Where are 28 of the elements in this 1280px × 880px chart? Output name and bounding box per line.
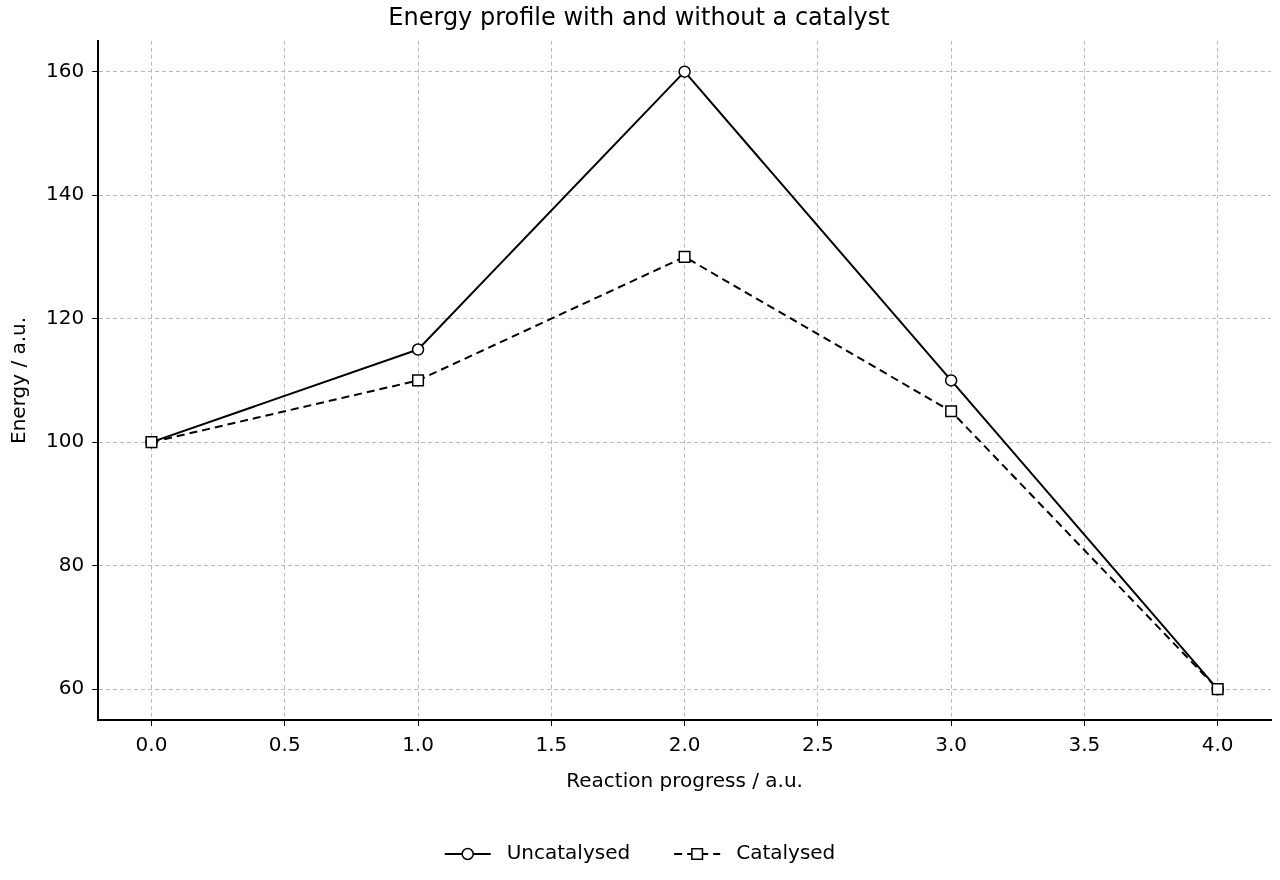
x-tick-label: 2.5 [801, 732, 834, 757]
point [678, 65, 691, 78]
point [411, 343, 425, 356]
x-axis-title: Reaction progress / a.u. [566, 768, 803, 793]
y-axis-title: Energy / a.u. [6, 316, 31, 444]
x-tick-label: 1.5 [535, 732, 568, 757]
point [945, 405, 958, 418]
y-tick-label: 80 [58, 551, 85, 576]
x-tick-label: 4.0 [1201, 732, 1234, 757]
x-tick-label: 0.5 [268, 732, 301, 757]
point [1211, 683, 1224, 696]
x-tick-label: 2.0 [668, 732, 701, 757]
x-tick-label: 1.0 [402, 732, 434, 757]
x-tick-label: 3.5 [1068, 732, 1101, 757]
y-tick-label: 140 [45, 181, 85, 206]
chart-title: Energy profile with and without a catalyst [388, 2, 890, 31]
x-tick-label: 0.0 [135, 732, 168, 757]
legend-label: Uncatalysed [506, 840, 631, 865]
y-tick-label: 60 [58, 675, 85, 700]
y-tick-label: 160 [45, 57, 85, 82]
point [145, 436, 158, 449]
legend-label: Catalysed [736, 840, 836, 865]
x-tick-label: 3.0 [935, 732, 968, 757]
point [678, 250, 691, 263]
point [411, 374, 425, 387]
y-tick-label: 100 [45, 428, 85, 453]
point [944, 374, 958, 387]
y-tick-label: 120 [45, 304, 85, 329]
